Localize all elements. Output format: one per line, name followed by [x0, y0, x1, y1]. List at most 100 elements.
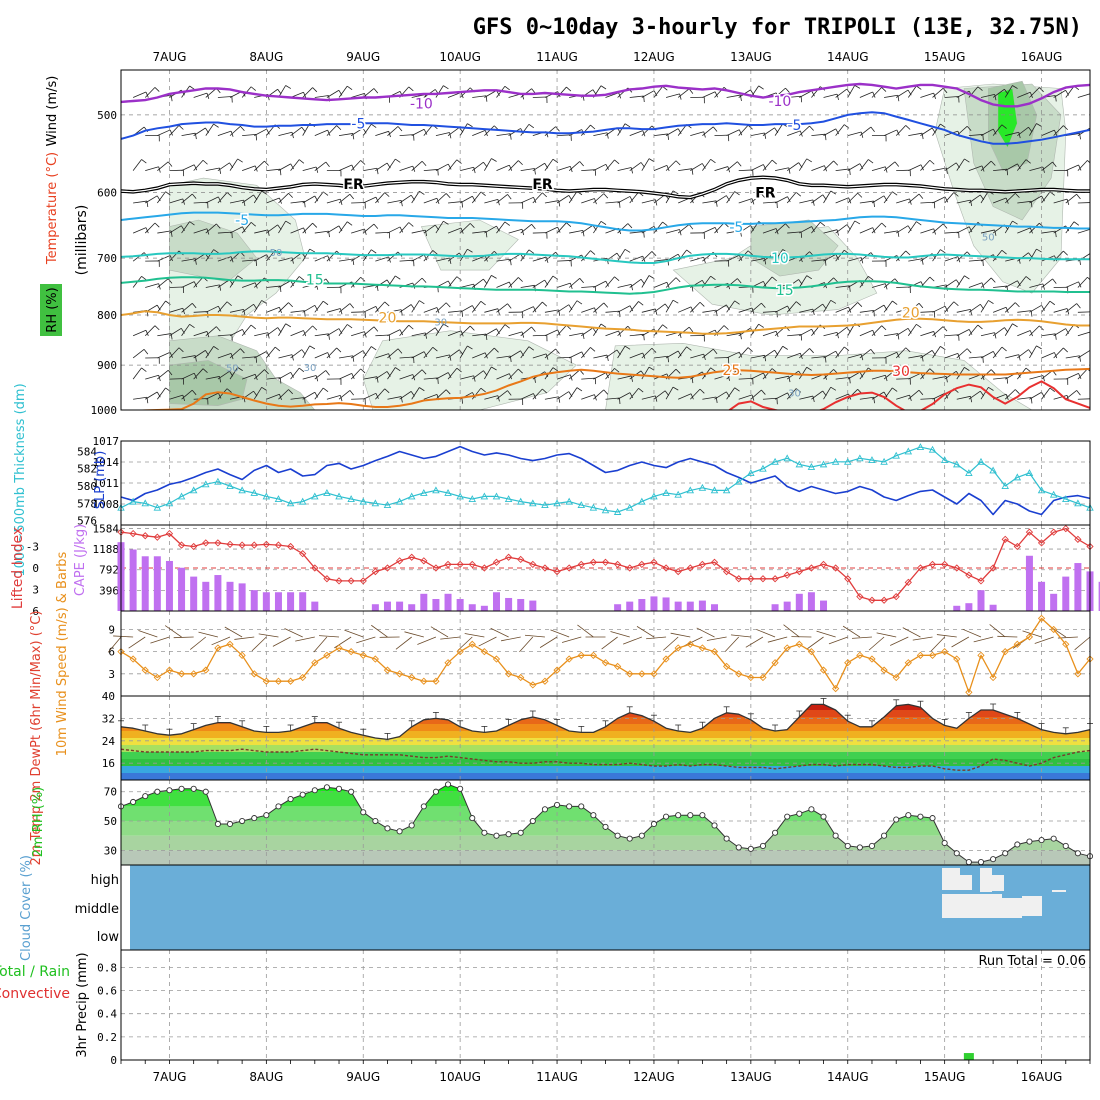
wind-barb-flag	[509, 281, 513, 288]
wind-barb-flag	[264, 369, 269, 375]
wind-barb-flag	[648, 366, 655, 371]
wind-barb-flag	[483, 278, 488, 285]
wind-barb-flag	[703, 257, 706, 264]
wind-barb-flag	[590, 347, 596, 352]
wind-barb	[314, 370, 327, 380]
lifted-index-point	[1013, 542, 1021, 551]
day-label-bottom: 10AUG	[439, 1070, 481, 1084]
wind-barb-flag	[461, 201, 463, 208]
wind-barb	[484, 395, 499, 400]
wind-barb	[774, 167, 789, 172]
wind-barb-flag	[473, 375, 476, 382]
day-label-bottom: 7AUG	[152, 1070, 186, 1084]
wind-barb-flag	[836, 93, 839, 101]
wind-barb	[544, 329, 558, 337]
wind-barb	[363, 167, 378, 172]
wind-barb	[1017, 310, 1032, 313]
wind-barb-flag	[836, 229, 839, 236]
wind-barb	[532, 256, 547, 262]
wind-barb	[980, 93, 995, 98]
wind-barb-flag	[349, 303, 354, 309]
rh-point	[263, 812, 270, 819]
surface-wind-barb	[816, 630, 836, 638]
wind-barb-flag	[528, 123, 535, 129]
wind-barb	[435, 257, 450, 262]
cape-bar	[311, 601, 319, 611]
wind-barb	[193, 92, 208, 98]
thickness-tick: 584	[77, 445, 97, 458]
rh-point	[650, 820, 658, 828]
wind-speed-point	[941, 648, 949, 656]
wind-barb	[314, 129, 328, 137]
wind-barb	[750, 372, 764, 380]
wind-barb-flag	[630, 284, 633, 291]
lifted-index-point	[747, 575, 755, 583]
wind-barb-flag	[806, 158, 813, 163]
wind-barb-flag	[169, 352, 173, 358]
wind-barb	[787, 334, 802, 337]
wind-barb-flag	[1042, 375, 1045, 382]
wind-barb	[835, 124, 845, 136]
wind-barb	[447, 276, 458, 288]
wind-barb	[484, 90, 497, 98]
wind-barb	[266, 168, 281, 172]
wind-speed-point	[1074, 670, 1082, 678]
wind-barb-flag	[493, 347, 499, 353]
wind-barb	[750, 354, 765, 359]
wind-barb-flag	[809, 125, 814, 131]
rh-point	[711, 822, 718, 829]
wind-barb-flag	[679, 93, 682, 100]
wind-barb	[169, 225, 182, 234]
wind-barb	[968, 324, 979, 337]
wind-barb-flag	[472, 196, 476, 202]
wind-speed-point	[383, 666, 392, 674]
wind-barb-flag	[312, 325, 318, 331]
wind-barb	[738, 394, 753, 400]
wind-barb	[508, 350, 521, 359]
wind-barb	[835, 168, 850, 172]
lifted-index-point	[1001, 535, 1009, 543]
wind-barb	[484, 275, 492, 288]
wind-barb-flag	[614, 159, 620, 165]
wind-barb-flag	[648, 158, 655, 163]
thickness-point	[311, 492, 319, 500]
wind-barb	[423, 394, 438, 400]
wind-barb	[205, 167, 220, 172]
wind-barb-flag	[371, 123, 377, 128]
rh-point	[578, 803, 585, 810]
lifted-index-point	[1062, 524, 1070, 533]
precip-tick: 0.8	[97, 961, 117, 974]
wind-barb	[641, 347, 653, 359]
wind-barb	[944, 96, 959, 98]
lifted-index-point	[226, 540, 234, 548]
wind-barb	[884, 94, 898, 98]
cape-bar	[129, 549, 137, 611]
isotherm-label: FR	[532, 177, 553, 193]
wind-barb-flag	[371, 249, 377, 254]
rh-tick: 50	[104, 815, 117, 828]
wind-barb-flag	[533, 393, 537, 400]
wind-barb	[399, 304, 412, 313]
wind-speed-point	[783, 644, 791, 652]
wind-barb	[217, 301, 228, 313]
isotherm-label: 20	[902, 305, 920, 321]
wind-barb	[217, 192, 228, 204]
wind-barb	[459, 123, 468, 136]
surface-wind-barb	[912, 636, 933, 641]
wind-barb	[181, 389, 193, 400]
wind-barb-flag	[266, 254, 270, 261]
thickness-point	[650, 492, 658, 500]
wind-barb-flag	[443, 323, 449, 328]
wind-barb-flag	[473, 167, 476, 174]
wind-barb-flag	[347, 221, 353, 226]
wind-barb	[496, 221, 506, 234]
surface-wind-barb	[501, 636, 521, 642]
wind-barb-flag	[288, 193, 293, 198]
wind-barb-flag	[605, 372, 609, 379]
wind-barb-flag	[710, 275, 716, 281]
wind-barb	[677, 346, 687, 359]
wind-barb	[907, 85, 917, 98]
thickness-point	[904, 447, 913, 455]
cape-bar	[529, 600, 537, 611]
rh-patch-dark	[169, 360, 248, 407]
